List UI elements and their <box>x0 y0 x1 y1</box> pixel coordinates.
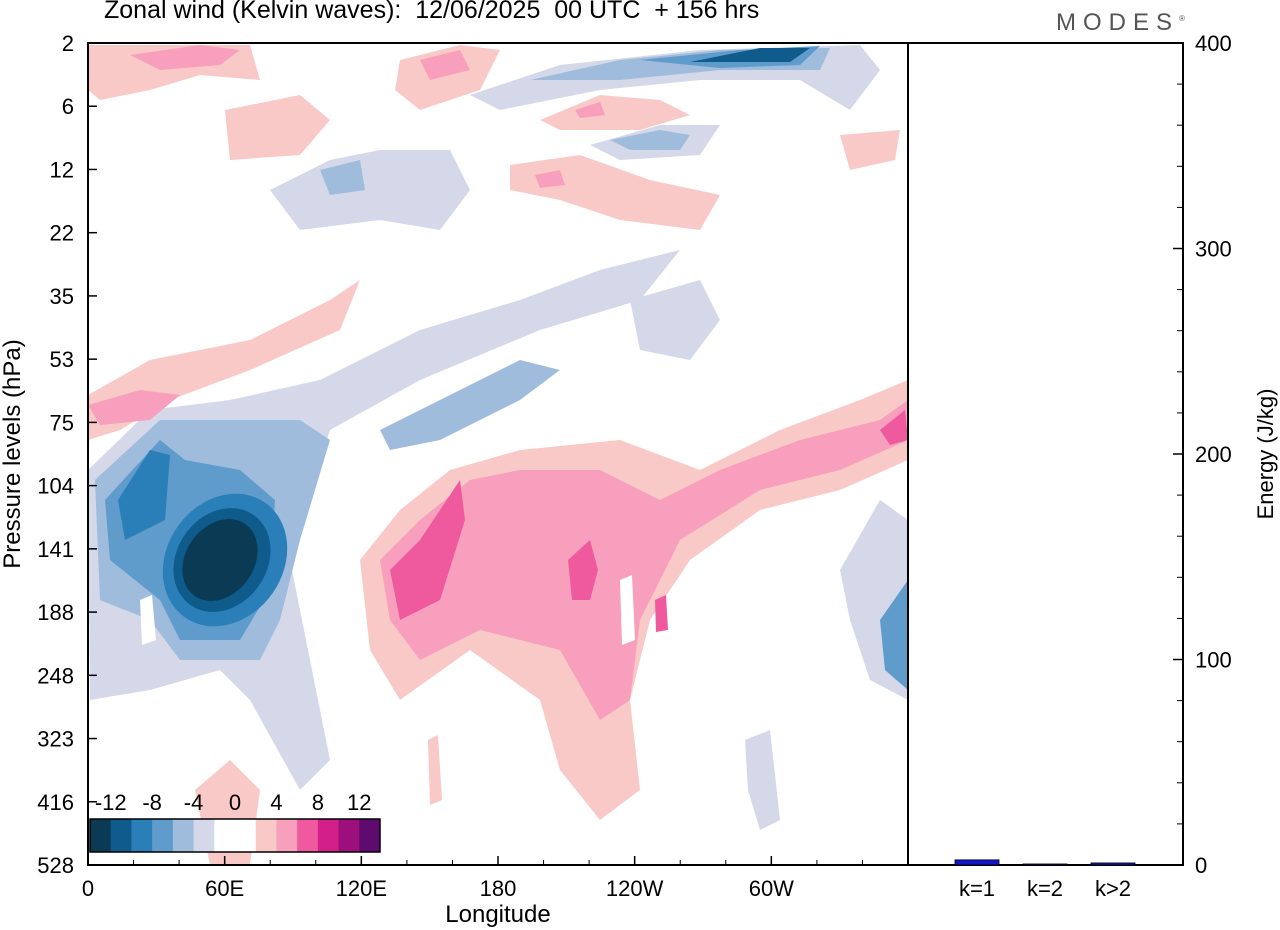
x-tick-label: 120E <box>336 876 387 901</box>
colorbar-swatch <box>131 819 153 852</box>
colorbar-label: 0 <box>229 790 241 815</box>
y-tick-label: 323 <box>37 727 74 752</box>
energy-tick-label: 200 <box>1195 442 1232 467</box>
y-tick-label: 416 <box>37 790 74 815</box>
colorbar-swatch <box>255 819 277 852</box>
x-tick-label: 180 <box>480 876 517 901</box>
y-tick-label: 22 <box>50 221 74 246</box>
x-axis-label: Longitude <box>445 901 550 928</box>
y-tick-label: 12 <box>50 157 74 182</box>
colorbar-label: -4 <box>184 790 204 815</box>
y-tick-label: 35 <box>50 284 74 309</box>
colorbar-swatch <box>193 819 215 852</box>
energy-tick-label: 0 <box>1195 853 1207 878</box>
y-tick-label: 53 <box>50 347 74 372</box>
chart-title: Zonal wind (Kelvin waves): 12/06/2025 00… <box>104 0 760 24</box>
energy-bar-label: k=1 <box>959 876 995 901</box>
y-tick-label: 141 <box>37 537 74 562</box>
colorbar: -12 -8 -4 0 4 8 12 <box>89 790 381 853</box>
y-tick-label: 188 <box>37 600 74 625</box>
colorbar-label: -8 <box>142 790 162 815</box>
energy-tick-label: 400 <box>1195 31 1232 56</box>
heatmap-plot: 0 60E 120E 180 120W 60W 2 6 12 22 35 53 75 104 141 188… <box>0 31 909 928</box>
colorbar-label: 12 <box>347 790 371 815</box>
y-tick-label: 528 <box>37 853 74 878</box>
colorbar-label: 8 <box>312 790 324 815</box>
energy-tick-label: 100 <box>1195 648 1232 673</box>
colorbar-swatch <box>359 819 381 852</box>
colorbar-swatch <box>317 819 340 852</box>
x-tick-label: 60E <box>205 876 244 901</box>
energy-bar-plot: k=1 k=2 k>2 0 100 200 300 400 Energy (J/kg) <box>907 31 1278 901</box>
x-tick-label: 60W <box>749 876 794 901</box>
energy-bar-label: k=2 <box>1027 876 1063 901</box>
energy-tick-label: 300 <box>1195 237 1232 262</box>
y-tick-label: 2 <box>62 31 74 56</box>
energy-bar <box>1022 863 1068 866</box>
y-tick-label: 6 <box>62 94 74 119</box>
colorbar-frame <box>89 818 381 853</box>
colorbar-swatch <box>172 819 195 852</box>
colorbar-swatch <box>297 819 319 852</box>
colorbar-label: 4 <box>270 790 282 815</box>
colorbar-swatch <box>338 819 360 852</box>
y-tick-label: 75 <box>50 410 74 435</box>
colorbar-swatch <box>276 819 298 852</box>
x-axis: 0 60E 120E 180 120W 60W <box>82 856 909 901</box>
bar-frame <box>907 42 1184 866</box>
y-tick-label: 104 <box>37 474 74 499</box>
wind-field <box>88 45 908 865</box>
y-tick-label: 248 <box>37 663 74 688</box>
colorbar-swatch <box>235 819 257 852</box>
x-tick-label: 0 <box>82 876 94 901</box>
modes-logo: MODES® <box>1056 9 1185 36</box>
colorbar-swatch <box>214 819 236 852</box>
negative-anomaly-regions <box>88 45 908 830</box>
positive-anomaly-regions <box>88 45 908 865</box>
colorbar-label: -12 <box>95 790 127 815</box>
colorbar-swatch <box>110 819 132 852</box>
energy-axis-label: Energy (J/kg) <box>1253 389 1278 520</box>
energy-axis: 0 100 200 300 400 <box>1173 31 1232 878</box>
y-axis-label: Pressure levels (hPa) <box>0 339 26 568</box>
y-axis: 2 6 12 22 35 53 75 104 141 188 248 323 416 528 <box>37 31 97 878</box>
energy-bar-label: k>2 <box>1095 876 1131 901</box>
energy-bars: k=1 k=2 k>2 <box>954 859 1136 901</box>
colorbar-swatch <box>90 819 112 852</box>
energy-bar <box>954 859 1000 866</box>
energy-bar <box>1090 862 1136 866</box>
colorbar-swatch <box>152 819 174 852</box>
x-tick-label: 120W <box>606 876 664 901</box>
